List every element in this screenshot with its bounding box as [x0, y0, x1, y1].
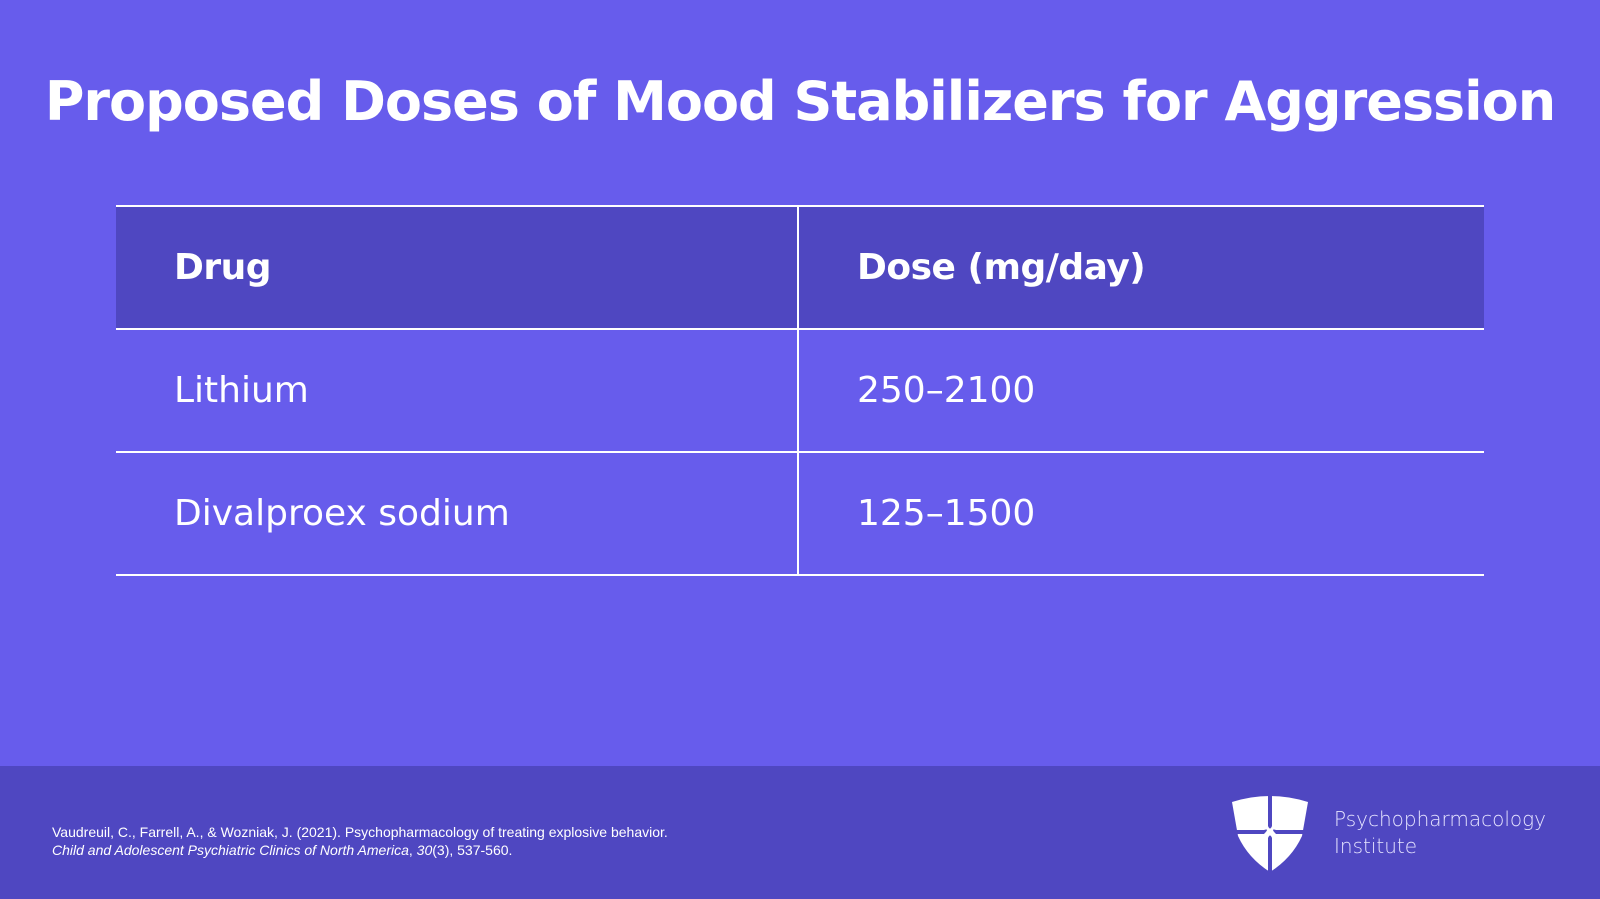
institute-logo: Psychopharmacology Institute	[1230, 794, 1546, 872]
table-row: Divalproex sodium 125–1500	[116, 453, 1484, 576]
logo-line-2: Institute	[1334, 834, 1418, 858]
citation-journal: Child and Adolescent Psychiatric Clinics…	[52, 842, 409, 858]
cell-dose: 125–1500	[857, 493, 1036, 534]
citation-rest: (3), 537-560.	[432, 842, 513, 858]
citation-volume: 30	[416, 842, 433, 858]
cell-dose: 250–2100	[857, 370, 1036, 411]
header-drug: Drug	[116, 207, 799, 328]
citation-sep: ,	[408, 842, 417, 858]
table-row: Lithium 250–2100	[116, 330, 1484, 453]
cell-drug: Lithium	[116, 330, 799, 451]
table-header-row: Drug Dose (mg/day)	[116, 207, 1484, 330]
citation-line-1: Vaudreuil, C., Farrell, A., & Wozniak, J…	[52, 824, 668, 840]
citation-line-2: Child and Adolescent Psychiatric Clinics…	[52, 841, 668, 859]
shield-cross-icon	[1230, 794, 1310, 872]
logo-text: Psychopharmacology Institute	[1334, 806, 1546, 860]
dose-table: Drug Dose (mg/day) Lithium 250–2100 Diva…	[116, 205, 1484, 576]
slide-title: Proposed Doses of Mood Stabilizers for A…	[44, 70, 1556, 133]
citation: Vaudreuil, C., Farrell, A., & Wozniak, J…	[52, 823, 668, 859]
footer-band: Vaudreuil, C., Farrell, A., & Wozniak, J…	[0, 766, 1600, 899]
header-dose: Dose (mg/day)	[857, 247, 1146, 288]
cell-drug: Divalproex sodium	[116, 453, 799, 574]
logo-line-1: Psychopharmacology	[1334, 807, 1546, 831]
